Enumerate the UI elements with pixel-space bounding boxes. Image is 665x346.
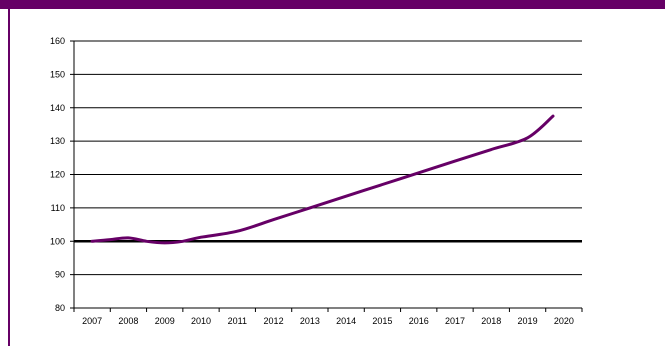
y-tick-label: 80 bbox=[55, 303, 65, 313]
x-tick-label: 2013 bbox=[300, 316, 320, 326]
series-line bbox=[90, 114, 555, 245]
series-layer bbox=[90, 114, 555, 245]
x-tick-label: 2016 bbox=[409, 316, 429, 326]
x-tick-label: 2007 bbox=[82, 316, 102, 326]
y-tick-label: 140 bbox=[50, 103, 65, 113]
x-tick-label: 2020 bbox=[554, 316, 574, 326]
x-tick-label: 2011 bbox=[228, 316, 247, 326]
x-tick-label: 2010 bbox=[191, 316, 211, 326]
y-tick-label: 100 bbox=[50, 236, 65, 246]
x-tick-label: 2012 bbox=[264, 316, 284, 326]
y-tick-label: 120 bbox=[50, 170, 65, 180]
x-tick-label: 2008 bbox=[118, 316, 138, 326]
y-tick-label: 150 bbox=[50, 69, 65, 79]
x-axis-ticks: 2007 2008 2009 2010 2011 2012 2013 2014 2015 2016… bbox=[73, 308, 583, 326]
x-tick-label: 2019 bbox=[518, 316, 538, 326]
x-tick-label: 2015 bbox=[372, 316, 392, 326]
header-band bbox=[0, 0, 665, 9]
y-tick-label: 160 bbox=[50, 36, 65, 46]
x-tick-label: 2009 bbox=[155, 316, 175, 326]
x-tick-label: 2018 bbox=[481, 316, 501, 326]
y-axis-ticks: 80 90 100 110 120 130 140 150 160 bbox=[50, 36, 74, 313]
y-tick-label: 130 bbox=[50, 136, 65, 146]
x-tick-label: 2017 bbox=[445, 316, 465, 326]
grid-lines bbox=[73, 40, 582, 309]
y-tick-label: 110 bbox=[51, 203, 65, 213]
x-tick-label: 2014 bbox=[336, 316, 356, 326]
y-tick-label: 90 bbox=[55, 270, 65, 280]
left-border bbox=[8, 9, 10, 346]
